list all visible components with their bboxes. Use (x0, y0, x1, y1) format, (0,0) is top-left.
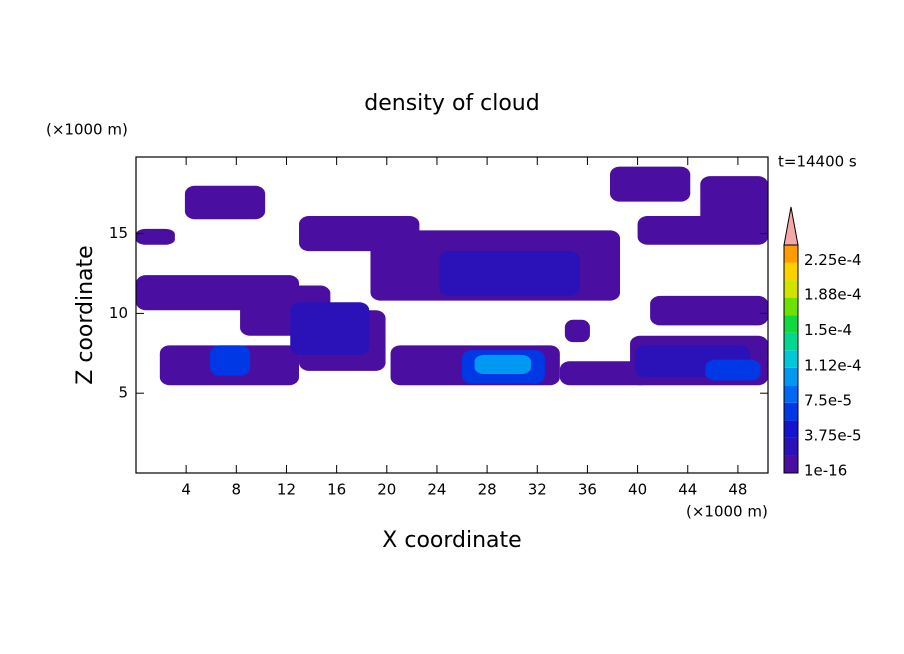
colorbar-tick-label: 1.88e-4 (804, 286, 862, 304)
y-unit: (×1000 m) (46, 121, 128, 139)
colorbar-tick-label: 1.5e-4 (804, 321, 852, 339)
cloud-region (439, 251, 580, 296)
colorbar-band (784, 455, 798, 473)
cloud-region (559, 361, 651, 386)
colorbar-tick-label: 1e-16 (804, 462, 847, 480)
colorbar-tick-label: 2.25e-4 (804, 251, 862, 269)
annotation: t=14400 s (778, 153, 857, 171)
y-tick-label: 5 (118, 384, 128, 402)
colorbar-band (784, 280, 798, 298)
colorbar-band (784, 367, 798, 386)
x-tick-label: 48 (728, 481, 747, 499)
x-tick-label: 20 (377, 481, 396, 499)
cloud-region (136, 228, 175, 245)
colorbar-band (784, 402, 798, 421)
cloud-region (705, 359, 761, 381)
cloud-region (637, 216, 768, 245)
cloud-region (184, 185, 266, 220)
x-tick-label: 24 (427, 481, 446, 499)
colorbar-band (784, 385, 798, 403)
colorbar-band (784, 350, 798, 368)
x-unit: (×1000 m) (686, 503, 768, 521)
colorbar-band (784, 437, 798, 456)
x-tick-label: 40 (628, 481, 647, 499)
colorbar-frame (783, 244, 799, 474)
cloud-region (290, 302, 370, 355)
colorbar-band (784, 245, 798, 263)
x-tick-label: 4 (181, 481, 191, 499)
colorbar-band (784, 297, 798, 316)
colorbar-band (784, 315, 798, 333)
y-tick-label: 15 (109, 224, 128, 242)
chart-title: density of cloud (364, 91, 539, 116)
x-tick-label: 12 (277, 481, 296, 499)
cloud-region (209, 345, 251, 376)
x-axis-label: X coordinate (382, 528, 521, 553)
plot-frame (135, 156, 769, 474)
cloud-region (650, 295, 768, 326)
colorbar-extend (783, 206, 799, 246)
colorbar-tick-label: 3.75e-5 (804, 426, 862, 444)
x-tick-label: 8 (232, 481, 242, 499)
y-tick-label: 10 (109, 304, 128, 322)
x-tick-label: 16 (327, 481, 346, 499)
y-axis-label: Z coordinate (73, 245, 98, 384)
colorbar-tick-label: 1.12e-4 (804, 357, 862, 375)
x-tick-label: 28 (478, 481, 497, 499)
x-tick-label: 32 (528, 481, 547, 499)
cloud-region (474, 354, 531, 375)
cloud-region (610, 166, 691, 202)
colorbar-tick-label: 7.5e-5 (804, 391, 852, 409)
x-tick-label: 36 (578, 481, 597, 499)
x-tick-label: 44 (678, 481, 697, 499)
colorbar-band (784, 262, 798, 281)
colorbar-band (784, 420, 798, 438)
cloud-region (564, 319, 590, 343)
colorbar-band (784, 332, 798, 351)
